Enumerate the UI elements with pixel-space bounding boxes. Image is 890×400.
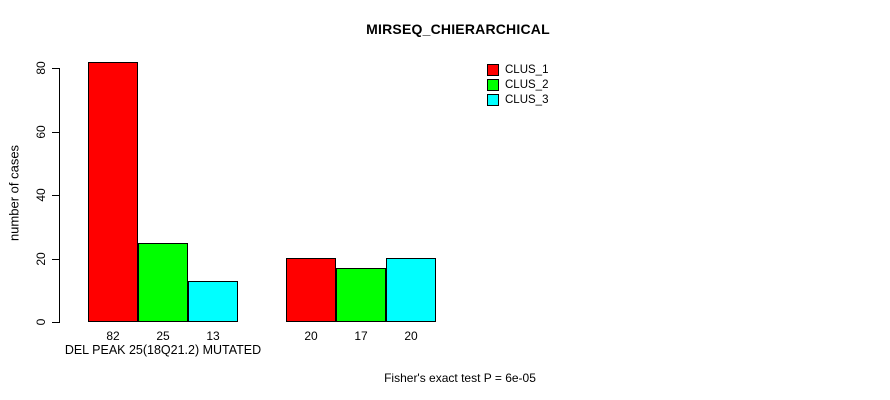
y-tick [52,132,59,133]
y-tick-label: 40 [34,188,48,202]
chart-title: MIRSEQ_CHIERARCHICAL [366,21,550,37]
bar-value-label: 20 [404,329,418,343]
legend-swatch-icon [487,94,499,106]
bar-value-label: 20 [304,329,318,343]
bar [286,258,336,322]
bar [188,281,238,322]
y-tick [52,195,59,196]
y-tick-label: 60 [34,125,48,139]
legend-item: CLUS_2 [487,79,548,91]
bar-value-label: 17 [354,329,368,343]
legend-item: CLUS_1 [487,64,548,76]
bar-value-label: 82 [106,329,120,343]
y-tick-label: 20 [34,252,48,266]
legend-item: CLUS_3 [487,94,548,106]
legend: CLUS_1 CLUS_2 CLUS_3 [487,64,548,109]
legend-swatch-icon [487,64,499,76]
y-tick-label: 80 [34,61,48,75]
bar [138,243,188,322]
bar [88,62,138,322]
legend-label: CLUS_1 [505,64,549,76]
bar-value-label: 13 [206,329,220,343]
bar [336,268,386,322]
bar-value-label: 25 [156,329,170,343]
y-tick-label: 0 [34,318,48,326]
legend-swatch-icon [487,79,499,91]
bar [386,258,436,322]
legend-label: CLUS_2 [505,79,549,91]
footnote-pvalue: Fisher's exact test P = 6e-05 [384,371,536,385]
x-category-label: DEL PEAK 25(18Q21.2) MUTATED [64,343,262,357]
y-tick [52,68,59,69]
y-tick [52,259,59,260]
y-axis-line [59,68,60,323]
legend-label: CLUS_3 [505,94,549,106]
y-tick [52,322,59,323]
